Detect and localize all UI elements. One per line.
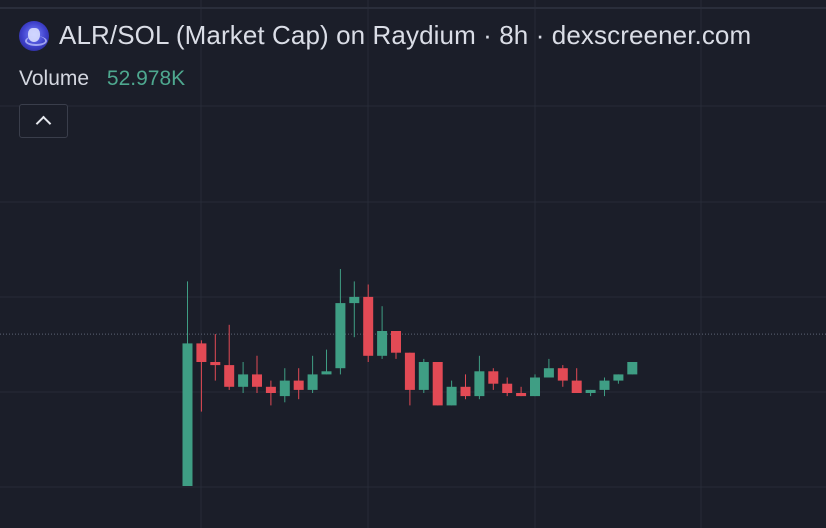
candle-body (321, 371, 332, 375)
candle-body (432, 362, 443, 406)
collapse-legend-button[interactable] (19, 104, 68, 138)
candle-body (335, 303, 346, 369)
candle-body (502, 383, 513, 393)
volume-legend: Volume 52.978K (19, 67, 185, 91)
candle-body (363, 296, 374, 356)
candle-body (265, 386, 276, 393)
candle-body (238, 374, 249, 387)
chevron-up-icon (35, 115, 52, 132)
candle-body (391, 331, 401, 353)
alr-token-icon (19, 20, 49, 51)
candle-body (460, 386, 471, 397)
chart-title: ALR/SOL (Market Cap) on Raydium · 8h · d… (59, 20, 752, 50)
candle-body (599, 380, 610, 390)
volume-label: Volume (19, 67, 90, 90)
candle-body (613, 374, 624, 381)
candle-body (404, 352, 415, 390)
candle-body (474, 371, 485, 397)
candle-body (293, 380, 304, 390)
candle-body (571, 380, 582, 393)
candle-body (585, 389, 596, 393)
candle-body (210, 362, 221, 366)
candle-body (182, 343, 193, 486)
candle-body (446, 386, 457, 406)
candle-body (279, 380, 290, 397)
candle-body (488, 371, 499, 384)
volume-value: 52.978K (106, 67, 186, 90)
candle-body (418, 362, 429, 390)
chart-header: ALR/SOL (Market Cap) on Raydium · 8h · d… (19, 20, 751, 51)
candle-body (224, 365, 235, 387)
candle-body (252, 374, 262, 387)
candle-body (516, 393, 527, 397)
candle-body (307, 374, 318, 390)
candle-body (627, 362, 638, 375)
candle-body (377, 331, 388, 356)
candle-body (530, 377, 540, 397)
candle-body (543, 368, 554, 378)
candle-body (196, 343, 207, 362)
candle-body (557, 368, 568, 381)
candle-body (349, 296, 360, 304)
